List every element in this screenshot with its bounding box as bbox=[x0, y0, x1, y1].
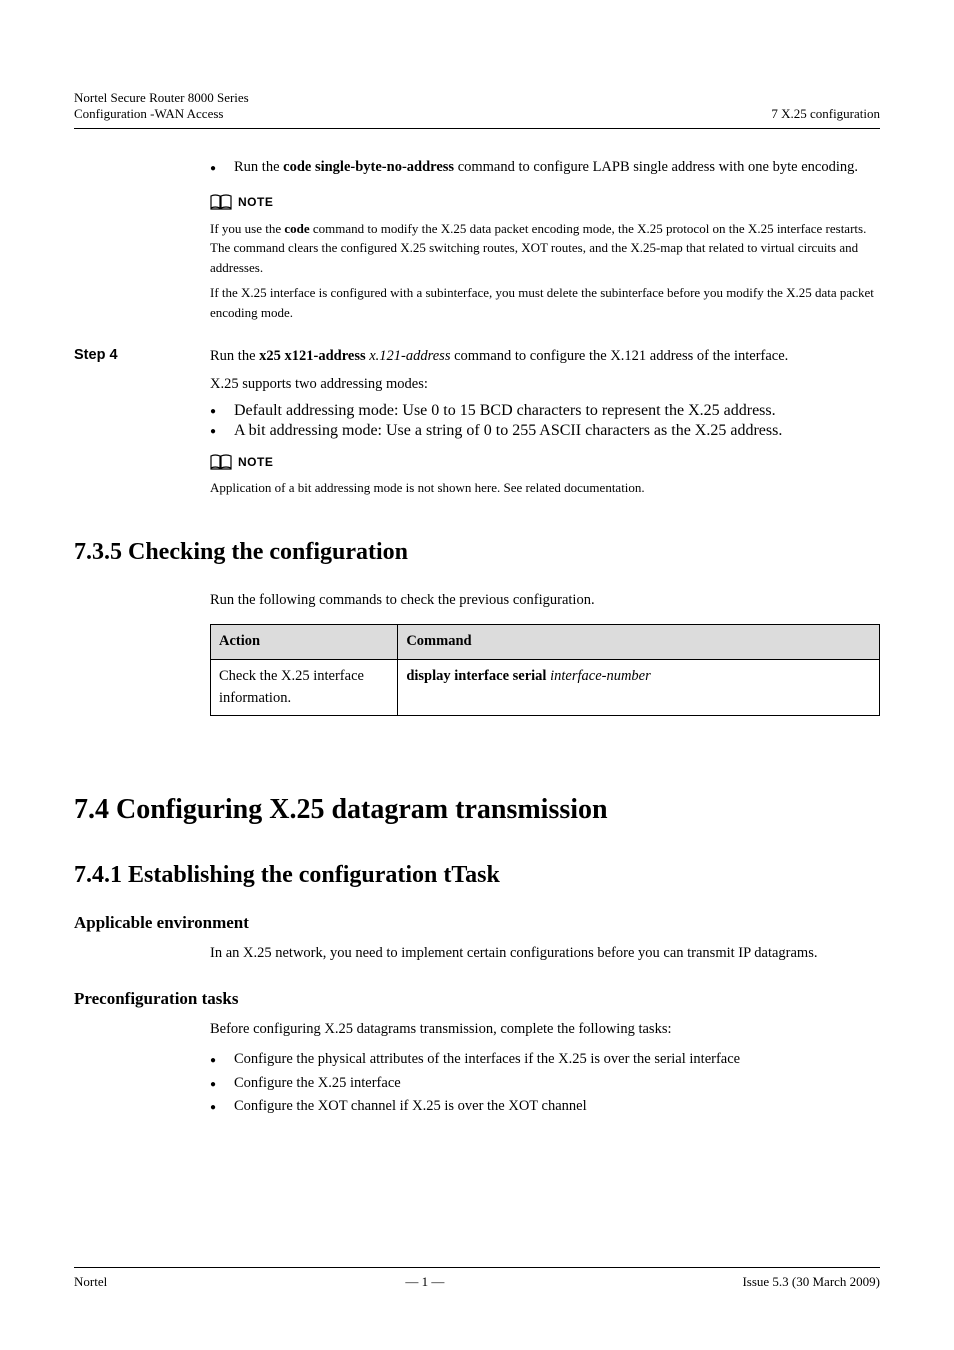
bullet-dot-icon: ● bbox=[210, 402, 234, 420]
table-col-action: Action bbox=[211, 625, 398, 660]
bullet1-pre: Run the bbox=[234, 159, 283, 175]
heading-741: 7.4.1 Establishing the configuration tTa… bbox=[74, 862, 880, 889]
env-body: In an X.25 network, you need to implemen… bbox=[210, 943, 880, 965]
book-icon bbox=[210, 194, 232, 210]
note2-header: NOTE bbox=[210, 454, 880, 470]
header-rule bbox=[74, 128, 880, 129]
table-cell-action: Check the X.25 interface information. bbox=[211, 659, 398, 716]
step4-arg: x.121-address bbox=[369, 348, 450, 364]
pre-li3-text: Configure the XOT channel if X.25 is ove… bbox=[234, 1096, 880, 1118]
table-col-command: Command bbox=[398, 625, 880, 660]
check-intro: Run the following commands to check the … bbox=[210, 590, 880, 612]
step4-li2-text: A bit addressing mode: Use a string of 0… bbox=[234, 422, 880, 440]
heading-pre: Preconfiguration tasks bbox=[74, 989, 880, 1009]
pre-intro: Before configuring X.25 datagrams transm… bbox=[210, 1019, 880, 1041]
step4-line2: X.25 supports two addressing modes: bbox=[210, 374, 880, 396]
table-cmd-arg: interface-number bbox=[550, 668, 651, 684]
heading-74: 7.4 Configuring X.25 datagram transmissi… bbox=[74, 794, 880, 826]
footer-center: — 1 — bbox=[405, 1274, 444, 1290]
note1-p1: If you use the code command to modify th… bbox=[210, 219, 880, 278]
bullet1-suf: command to configure LAPB single address… bbox=[454, 159, 858, 175]
pre-li1: ● Configure the physical attributes of t… bbox=[210, 1049, 880, 1071]
pre-li2-text: Configure the X.25 interface bbox=[234, 1073, 880, 1095]
page-footer: Nortel — 1 — Issue 5.3 (30 March 2009) bbox=[74, 1267, 880, 1290]
step4-li1: ● Default addressing mode: Use 0 to 15 B… bbox=[210, 402, 880, 420]
step4-post: command to configure the X.121 address o… bbox=[450, 348, 788, 364]
header-left-line1: Nortel Secure Router 8000 Series bbox=[74, 90, 249, 106]
note1-p1-cmd: code bbox=[284, 221, 309, 236]
note-label: NOTE bbox=[238, 193, 273, 211]
note-header: NOTE bbox=[210, 193, 880, 211]
heading-env: Applicable environment bbox=[74, 913, 880, 933]
note2-label: NOTE bbox=[238, 455, 273, 469]
command-table: Action Command Check the X.25 interface … bbox=[210, 624, 880, 716]
step4-li2: ● A bit addressing mode: Use a string of… bbox=[210, 422, 880, 440]
step4-cmd: x25 x121-address bbox=[259, 348, 365, 364]
heading-735: 7.3.5 Checking the configuration bbox=[74, 539, 880, 566]
header-left-line2: Configuration -WAN Access bbox=[74, 106, 249, 122]
note1-p2: If the X.25 interface is configured with… bbox=[210, 283, 880, 322]
bullet-dot-icon: ● bbox=[210, 422, 234, 440]
bullet-dot-icon: ● bbox=[210, 157, 234, 179]
footer-right: Issue 5.3 (30 March 2009) bbox=[742, 1274, 880, 1290]
bullet-item: ● Run the code single-byte-no-address co… bbox=[210, 157, 880, 179]
footer-left: Nortel bbox=[74, 1274, 107, 1290]
pre-li1-text: Configure the physical attributes of the… bbox=[234, 1049, 880, 1071]
bullet1-cmd: code single-byte-no-address bbox=[283, 159, 454, 175]
page-header: Nortel Secure Router 8000 Series Configu… bbox=[74, 90, 880, 122]
table-row: Check the X.25 interface information. di… bbox=[211, 659, 880, 716]
table-cell-command: display interface serial interface-numbe… bbox=[398, 659, 880, 716]
book-icon bbox=[210, 454, 232, 470]
pre-li3: ● Configure the XOT channel if X.25 is o… bbox=[210, 1096, 880, 1118]
step4-pre: Run the bbox=[210, 348, 256, 364]
bullet-dot-icon: ● bbox=[210, 1073, 234, 1095]
footer-rule bbox=[74, 1267, 880, 1268]
table-cmd-pre: display interface serial bbox=[406, 668, 546, 684]
note2-body: Application of a bit addressing mode is … bbox=[210, 478, 880, 498]
bullet-dot-icon: ● bbox=[210, 1049, 234, 1071]
pre-li2: ● Configure the X.25 interface bbox=[210, 1073, 880, 1095]
step4-body: Run the x25 x121-address x.121-address c… bbox=[210, 346, 880, 368]
bullet-dot-icon: ● bbox=[210, 1096, 234, 1118]
note1-p1-pre: If you use the bbox=[210, 221, 284, 236]
step4-li1-text: Default addressing mode: Use 0 to 15 BCD… bbox=[234, 402, 880, 420]
header-right-line1: 7 X.25 configuration bbox=[771, 106, 880, 122]
step4-heading: Step 4 bbox=[74, 347, 118, 363]
